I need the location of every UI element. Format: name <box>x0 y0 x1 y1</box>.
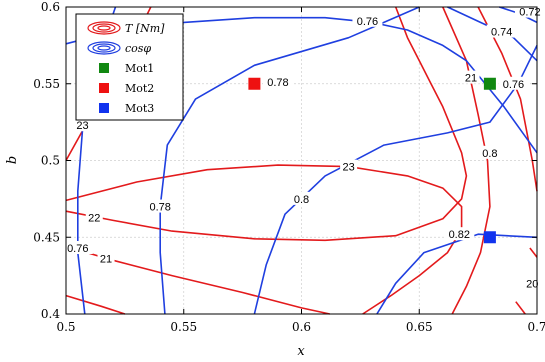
legend-contour-icon <box>97 25 111 31</box>
legend-label: T [Nm] <box>125 22 165 35</box>
legend-contour-icon <box>87 21 121 35</box>
contour-lines <box>65 6 538 315</box>
cosphi-contour-label-bg <box>145 199 176 213</box>
cosphi-contour-label: 0.78 <box>267 77 288 89</box>
torque-contour-label-bg <box>462 70 480 84</box>
legend-contour-icon <box>97 45 111 51</box>
cosphi-contour-line <box>159 6 420 315</box>
cosphi-contour-label: 0.76 <box>357 16 378 28</box>
torque-contour-label: 22 <box>88 212 100 224</box>
torque-contour-label: 20 <box>526 278 538 290</box>
torque-contour-line <box>477 6 538 192</box>
torque-contour-line <box>529 247 538 258</box>
legend-box <box>75 13 184 121</box>
marker-mot1 <box>483 77 496 90</box>
cosphi-contour-label: 0.72 <box>519 7 540 19</box>
legend-square-icon <box>99 63 109 73</box>
legend-contour-icon <box>92 23 116 33</box>
legend-contour-icon <box>92 43 116 53</box>
motor-markers <box>248 77 496 244</box>
y-tick-label: 0.5 <box>41 154 60 168</box>
cosphi-contour-label-bg <box>444 227 475 241</box>
torque-contour-label: 21 <box>100 254 112 266</box>
legend-square-icon <box>99 83 109 93</box>
legend-square-icon <box>99 103 109 113</box>
torque-contour-line <box>65 294 126 315</box>
cosphi-contour-label: 0.78 <box>149 202 170 214</box>
legend-label: cosφ <box>125 42 151 55</box>
cosphi-contour-line <box>253 45 538 315</box>
cosphi-contour-label-bg <box>498 76 529 90</box>
torque-contour-line <box>515 301 526 315</box>
cosphi-contour-line <box>376 233 538 315</box>
cosphi-contour-label-bg <box>289 191 314 205</box>
torque-contour-label: 23 <box>76 120 88 132</box>
cosphi-contour-label-bg <box>262 75 293 89</box>
contour-labels: 23 23 22 21 21 20 0.76 0.78 0.78 0.76 0.8 0.8 0.82 0.… <box>62 4 545 290</box>
legend: T [Nm] cosφ Mot1 Mot2 Mot3 <box>75 13 184 121</box>
y-tick-label: 0.55 <box>33 77 60 91</box>
torque-contour-line <box>442 6 491 315</box>
cosphi-contour-label: 0.8 <box>294 194 309 206</box>
y-axis-label: b <box>5 156 20 164</box>
marker-mot3 <box>483 231 496 244</box>
cosphi-contour-line <box>65 16 538 154</box>
cosphi-contour-label-bg <box>352 13 383 27</box>
cosphi-contour-label-bg <box>486 24 517 38</box>
x-tick-label: 0.55 <box>170 320 197 334</box>
torque-contour-line <box>65 6 468 242</box>
marker-mot2 <box>248 77 261 90</box>
legend-label: Mot2 <box>125 82 154 95</box>
torque-contour-line <box>65 164 463 315</box>
cosphi-contour-label: 0.74 <box>491 27 512 39</box>
cosphi-contour-label-bg <box>62 240 93 254</box>
y-tick-label: 0.6 <box>41 0 60 14</box>
legend-contour-icon <box>87 41 121 55</box>
cosphi-contour-label: 0.76 <box>503 79 524 91</box>
torque-contour-label: 23 <box>342 162 354 174</box>
x-tick-label: 0.6 <box>292 320 311 334</box>
cosphi-contour-label: 0.76 <box>67 243 88 255</box>
torque-contour-label: 21 <box>465 73 477 85</box>
x-tick-label: 0.5 <box>56 320 75 334</box>
legend-label: Mot1 <box>125 62 154 75</box>
cosphi-contour-label: 0.82 <box>449 229 470 241</box>
y-tick-label: 0.4 <box>41 307 60 321</box>
cosphi-contour-label-bg <box>478 145 502 159</box>
torque-contour-label-bg <box>73 118 91 132</box>
torque-contour-label-bg <box>97 251 115 265</box>
y-tick-label: 0.45 <box>33 230 60 244</box>
torque-contour-label-bg <box>340 159 358 173</box>
x-axis-label: x <box>297 344 305 359</box>
x-tick-label: 0.7 <box>527 320 545 334</box>
x-tick-label: 0.65 <box>406 320 433 334</box>
legend-label: Mot3 <box>125 102 154 115</box>
torque-contour-label-bg <box>85 210 103 224</box>
cosphi-contour-label: 0.8 <box>482 148 497 160</box>
axis-ticks: 0.5 0.55 0.6 0.65 0.7 0.4 0.45 0.5 0.55 0.6 <box>33 0 545 334</box>
